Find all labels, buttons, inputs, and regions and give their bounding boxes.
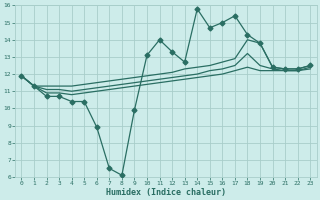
X-axis label: Humidex (Indice chaleur): Humidex (Indice chaleur) <box>106 188 226 197</box>
